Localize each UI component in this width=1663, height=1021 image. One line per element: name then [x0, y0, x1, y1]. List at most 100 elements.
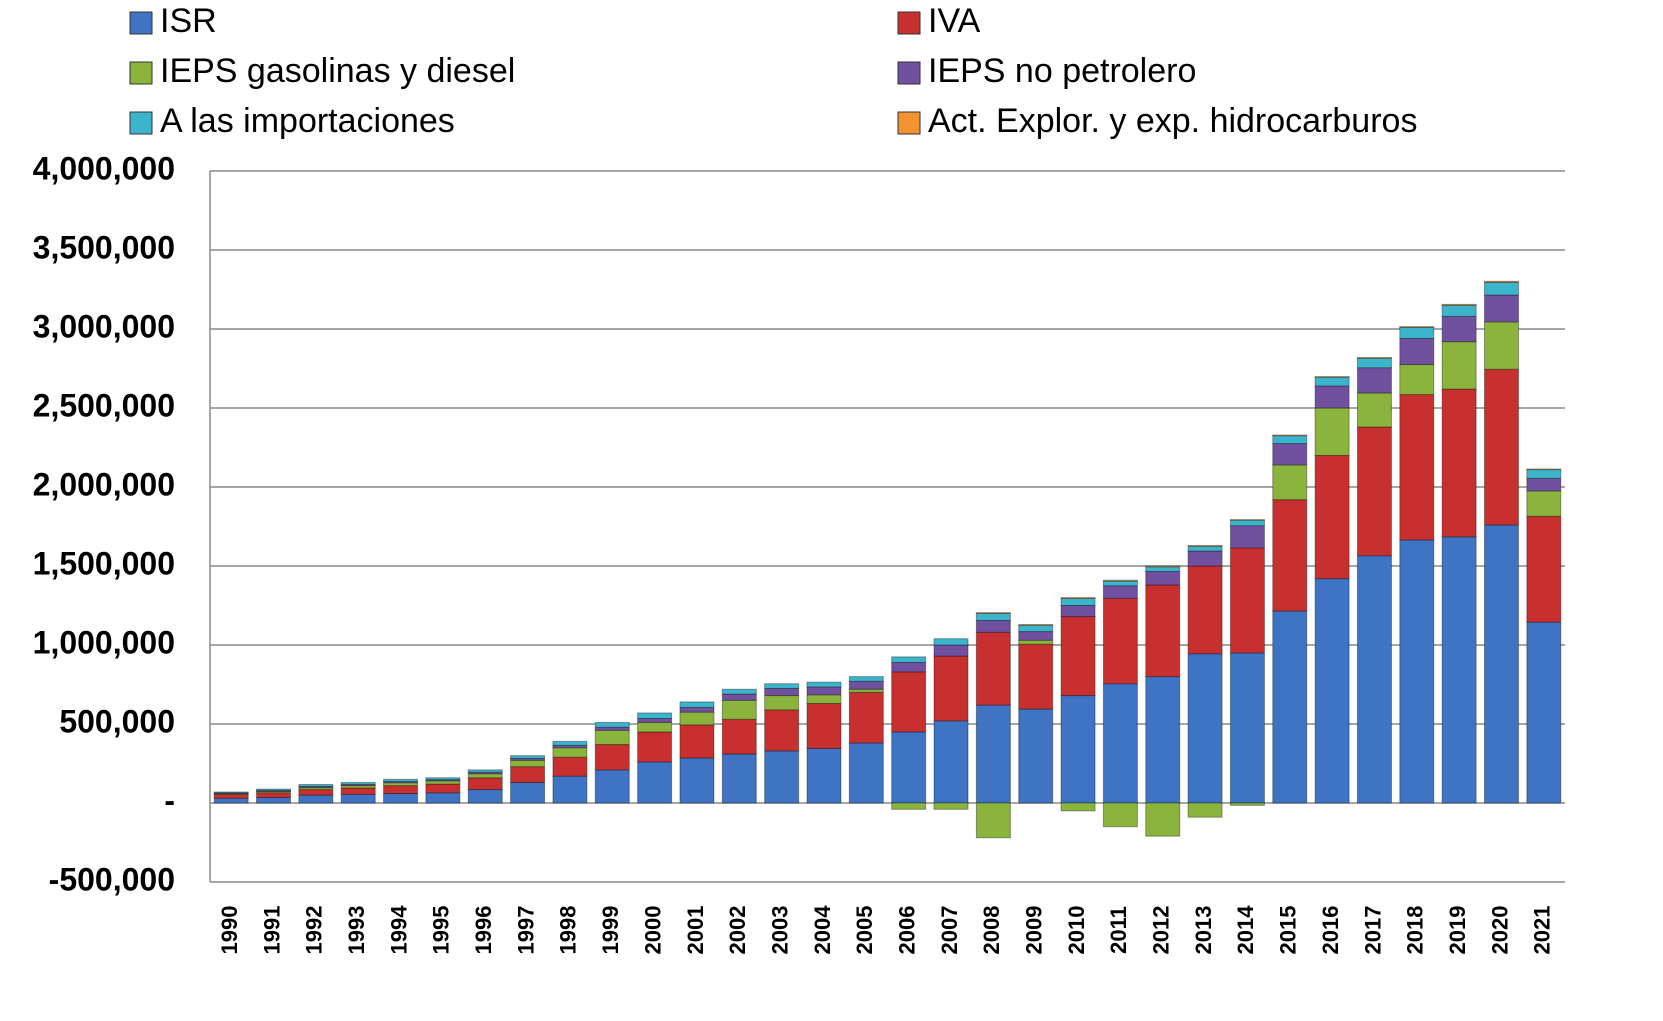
bar-segment	[340, 787, 376, 795]
x-tick-label: 2016	[1318, 906, 1343, 955]
x-tick-label: 2021	[1530, 906, 1555, 955]
bar-segment	[1314, 454, 1350, 580]
bar-segment	[1018, 639, 1054, 645]
bar-segment	[298, 794, 334, 804]
bar-segment	[975, 612, 1011, 614]
bar-segment	[637, 731, 673, 763]
x-tick-label: 2010	[1064, 906, 1089, 955]
bar-segment	[1145, 676, 1181, 804]
bar-segment	[679, 757, 715, 804]
bar-segment	[594, 729, 630, 746]
bar-segment	[764, 695, 800, 711]
bar-segment	[637, 721, 673, 733]
bar-segment	[1187, 653, 1223, 804]
bar-segment	[1145, 571, 1181, 586]
bar-segment	[1187, 802, 1223, 818]
bar-segment	[340, 781, 376, 785]
bar-segment	[1187, 544, 1223, 547]
x-tick-label: 2019	[1445, 906, 1470, 955]
legend-swatch	[897, 11, 921, 35]
bar-segment	[552, 747, 588, 758]
bar-segment	[510, 766, 546, 783]
bar-segment	[806, 747, 842, 804]
legend-label: Act. Explor. y exp. hidrocarburos	[928, 102, 1417, 140]
bar-segment	[1356, 356, 1392, 359]
bar-segment	[1229, 519, 1265, 527]
bar-segment	[806, 681, 842, 688]
bar-segment	[510, 759, 546, 768]
bar-segment	[1399, 326, 1435, 339]
bar-segment	[1441, 341, 1477, 390]
x-tick-label: 2020	[1487, 906, 1512, 955]
bar-segment	[1399, 364, 1435, 396]
bar-segment	[594, 744, 630, 771]
bar-segment	[1102, 585, 1138, 599]
bar-segment	[1145, 802, 1181, 837]
bar-segment	[1187, 550, 1223, 567]
legend-label: IEPS no petrolero	[928, 52, 1196, 90]
bar-segment	[1060, 802, 1096, 812]
bar-segment	[679, 701, 715, 708]
bar-segment	[425, 792, 461, 804]
bar-segment	[1229, 652, 1265, 804]
x-tick-label: 2005	[852, 906, 877, 955]
bar-segment	[1102, 579, 1138, 582]
x-tick-label: 2008	[979, 906, 1004, 955]
bar-segment	[1314, 376, 1350, 387]
bar-segment	[1356, 426, 1392, 557]
y-tick-label: 3,500,000	[33, 229, 175, 265]
bar-segment	[721, 753, 757, 804]
bar-segment	[1187, 545, 1223, 552]
bar-segment	[383, 793, 419, 804]
bar-segment	[806, 702, 842, 749]
legend-label: A las importaciones	[160, 102, 455, 140]
bar-segment	[1272, 435, 1308, 445]
legend-swatch	[129, 11, 153, 35]
bar-segment	[1483, 281, 1519, 296]
bar-segment	[1060, 616, 1096, 697]
bar-segment	[552, 740, 588, 746]
bar-segment	[256, 792, 292, 798]
bar-segment	[1018, 643, 1054, 710]
bar-segment	[679, 711, 715, 726]
bar-segment	[1145, 584, 1181, 678]
y-tick-label: -500,000	[49, 861, 175, 897]
bar-segment	[679, 724, 715, 759]
bar-segment	[975, 620, 1011, 633]
bar-segment	[933, 802, 969, 810]
bar-segment	[1229, 547, 1265, 654]
bar-segment	[975, 704, 1011, 804]
bar-segment	[1356, 367, 1392, 394]
x-tick-label: 1994	[386, 905, 411, 955]
bar-segment	[1526, 621, 1562, 804]
bar-segment	[1018, 623, 1054, 626]
bar-segment	[552, 775, 588, 804]
bar-segment	[1272, 434, 1308, 437]
bar-segment	[425, 777, 461, 781]
bar-segment	[1060, 695, 1096, 804]
bar-segment	[1399, 394, 1435, 541]
legend-swatch	[897, 111, 921, 135]
bar-segment	[1314, 578, 1350, 804]
bar-segment	[256, 796, 292, 804]
bar-segment	[213, 797, 249, 804]
bar-segment	[1145, 566, 1181, 573]
bar-segment	[1356, 357, 1392, 369]
bar-segment	[848, 676, 884, 682]
x-tick-label: 1997	[513, 906, 538, 955]
bar-segment	[975, 631, 1011, 706]
x-tick-label: 2000	[640, 906, 665, 955]
x-tick-label: 2002	[725, 906, 750, 955]
bar-segment	[594, 721, 630, 728]
bar-segment	[806, 694, 842, 704]
bar-segment	[1483, 524, 1519, 804]
bar-segment	[425, 783, 461, 794]
bar-segment	[721, 718, 757, 755]
y-tick-label: 4,000,000	[33, 150, 175, 186]
bar-segment	[1229, 802, 1265, 806]
bar-segment	[721, 693, 757, 701]
x-tick-label: 2015	[1276, 906, 1301, 955]
y-tick-label: 3,000,000	[33, 308, 175, 344]
bar-segment	[933, 638, 969, 646]
bar-segment	[891, 671, 927, 733]
